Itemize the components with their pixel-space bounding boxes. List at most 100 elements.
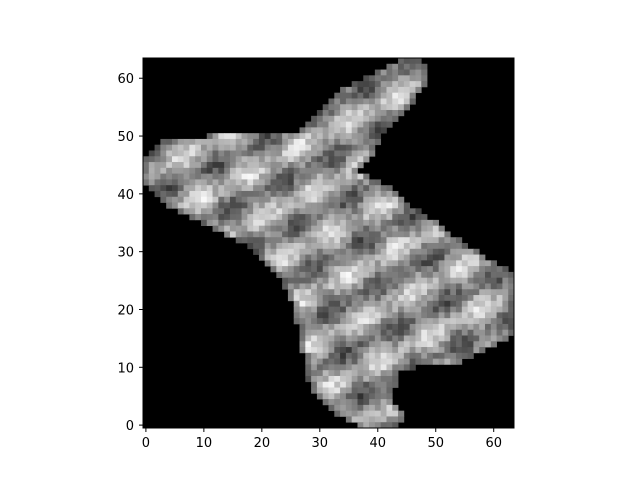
heatmap-cell [438, 323, 445, 331]
heatmap-cell [299, 225, 306, 232]
heatmap-cell [380, 410, 387, 417]
heatmap-cell [363, 306, 370, 313]
heatmap-cell [392, 277, 399, 284]
heatmap-cell [328, 283, 335, 290]
heatmap-cell [241, 202, 248, 209]
heatmap-cell [357, 98, 364, 105]
heatmap-cell [270, 150, 277, 157]
heatmap-cell [357, 138, 364, 146]
heatmap-cell [357, 150, 364, 157]
heatmap-cell [276, 214, 283, 221]
heatmap-cell [322, 271, 329, 279]
heatmap-cell [363, 75, 370, 82]
heatmap-cell [363, 381, 370, 388]
heatmap-cell [282, 162, 289, 169]
heatmap-cell [299, 312, 306, 319]
heatmap-cell [363, 179, 370, 186]
heatmap-cell [270, 260, 277, 267]
heatmap-cell [299, 208, 306, 215]
heatmap-cell [322, 364, 329, 371]
heatmap-cell [316, 173, 324, 180]
heatmap-cell [380, 295, 387, 302]
heatmap-cell [444, 254, 451, 261]
heatmap-cell [467, 271, 474, 279]
heatmap-cell [311, 381, 318, 388]
heatmap-cell [241, 179, 248, 186]
heatmap-cell [322, 173, 329, 180]
heatmap-cell [369, 370, 376, 377]
heatmap-cell [427, 300, 434, 307]
heatmap-cell [369, 323, 376, 331]
heatmap-cell [235, 231, 242, 238]
heatmap-cell [276, 179, 283, 186]
heatmap-cell [229, 144, 237, 151]
heatmap-cell [403, 75, 411, 82]
heatmap-cell [299, 133, 306, 140]
heatmap-cell [316, 329, 324, 336]
heatmap-cell [369, 185, 376, 192]
heatmap-cell [200, 190, 208, 198]
heatmap-cell [328, 393, 335, 400]
heatmap-cell [380, 335, 387, 342]
heatmap-cell [415, 266, 422, 273]
x-tick-label: 10 [196, 436, 213, 451]
heatmap-cell [299, 341, 306, 348]
heatmap-cell [235, 225, 242, 232]
heatmap-cell [357, 225, 364, 232]
heatmap-cell [351, 138, 358, 146]
heatmap-cell [409, 63, 416, 70]
heatmap-cell [357, 347, 364, 354]
heatmap-cell [461, 289, 468, 296]
heatmap-cell [311, 150, 318, 157]
heatmap-cell [229, 133, 237, 140]
heatmap-cell [200, 196, 208, 203]
heatmap-cell [398, 254, 405, 261]
heatmap-cell [380, 341, 387, 348]
heatmap-cell [293, 162, 300, 169]
heatmap-cell [316, 271, 324, 279]
heatmap-cell [421, 214, 428, 221]
heatmap-cell [357, 81, 364, 88]
heatmap-cell [334, 254, 341, 261]
heatmap-cell [311, 179, 318, 186]
heatmap-cell [380, 422, 387, 429]
heatmap-cell [485, 277, 492, 284]
heatmap-cell [183, 156, 190, 163]
heatmap-cell [461, 352, 468, 359]
heatmap-cell [229, 208, 237, 215]
heatmap-cell [200, 167, 208, 174]
heatmap-cell [311, 387, 318, 394]
heatmap-cell [322, 219, 329, 227]
heatmap-cell [427, 266, 434, 273]
heatmap-cell [479, 347, 486, 354]
heatmap-cell [212, 185, 219, 192]
heatmap-cell [456, 318, 463, 325]
heatmap-cell [235, 196, 242, 203]
heatmap-cell [398, 98, 405, 105]
heatmap-cell [345, 399, 353, 406]
heatmap-cell [374, 306, 382, 313]
heatmap-cell [369, 266, 376, 273]
heatmap-cell [311, 289, 318, 296]
heatmap-cell [229, 196, 237, 203]
heatmap-cell [299, 179, 306, 186]
heatmap-cell [409, 98, 416, 105]
heatmap-cell [200, 208, 208, 215]
heatmap-cell [351, 144, 358, 151]
heatmap-cell [374, 208, 382, 215]
heatmap-cell [467, 254, 474, 261]
heatmap-cell [287, 283, 295, 290]
heatmap-cell [282, 167, 289, 174]
heatmap-cell [148, 167, 155, 174]
heatmap-cell [299, 185, 306, 192]
heatmap-cell [305, 231, 312, 238]
heatmap-cell [374, 237, 382, 244]
heatmap-cell [380, 254, 387, 261]
heatmap-cell [351, 364, 358, 371]
heatmap-cell [421, 306, 428, 313]
heatmap-cell [415, 225, 422, 232]
heatmap-cell [363, 289, 370, 296]
heatmap-cell [357, 358, 364, 365]
heatmap-cell [299, 266, 306, 273]
heatmap-cell [432, 225, 439, 232]
